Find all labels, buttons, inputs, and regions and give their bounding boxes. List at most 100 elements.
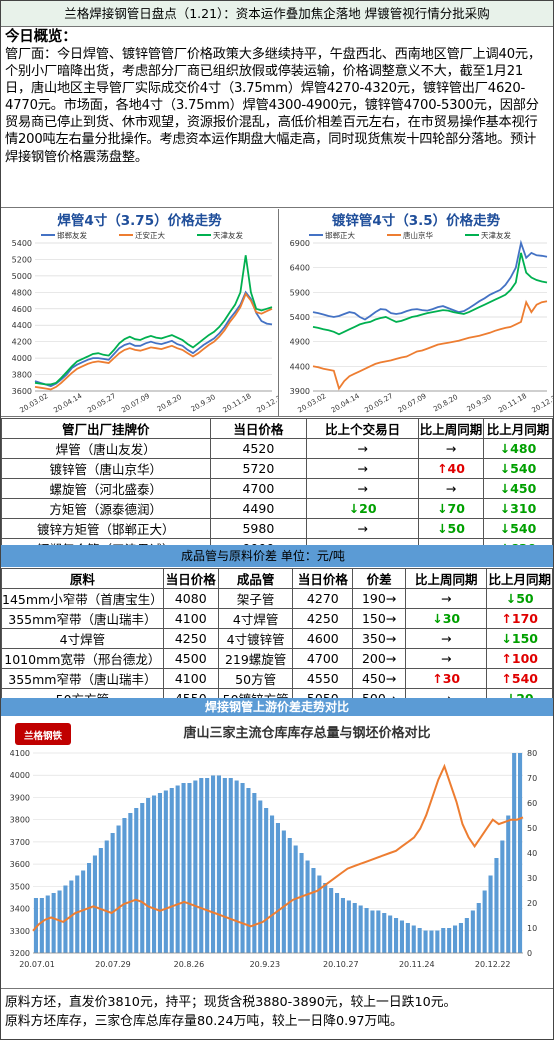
inventory-bar <box>370 910 375 953</box>
table-cell: 架子管 <box>217 588 294 609</box>
inventory-bar <box>246 788 251 953</box>
summary-text: 管厂面：今日焊管、镀锌管管厂价格政策大多继续持平，午盘西北、西南地区管厂上调40… <box>5 47 541 165</box>
y-tick-label: 3200 <box>10 949 30 958</box>
inventory-bar <box>394 918 399 953</box>
chart-title: 焊管4寸（3.75）价格走势 <box>57 212 222 229</box>
table-row: 方矩管（源泰德润） 4490 ↓20 ↓70 ↓310 <box>1 498 553 519</box>
inventory-bar <box>104 840 109 953</box>
table-cell: → <box>418 438 484 459</box>
y2-tick-label: 20 <box>527 899 537 908</box>
y-tick-label: 3600 <box>12 387 32 396</box>
y-tick-label: 3500 <box>10 882 30 891</box>
y-tick-label: 5200 <box>12 255 32 264</box>
x-tick-label: 20.12.22 <box>475 960 511 969</box>
inventory-bar <box>382 913 387 953</box>
y2-tick-label: 40 <box>527 849 537 858</box>
inventory-bar <box>33 898 38 953</box>
summary-section: 今日概览： 管厂面：今日焊管、镀锌管管厂价格政策大多继续持平，午盘西北、西南地区… <box>1 28 553 208</box>
inventory-bar <box>45 895 50 953</box>
table-cell: → <box>306 438 420 459</box>
inventory-bar <box>441 928 446 953</box>
inventory-bar <box>264 808 269 953</box>
galv-pipe-chart: 镀锌管4寸（3.5）价格走势 邯郸正大 唐山京华 天津友发 3900 4400 4900 54… <box>279 209 553 417</box>
table-row: 145mm小窄带（首唐宝生） 4080 架子管 4270 190→ → ↓50 <box>1 588 553 609</box>
inventory-bar <box>476 903 481 953</box>
x-tick-label: 20.05.27 <box>86 392 117 415</box>
inventory-bar <box>51 893 56 953</box>
inventory-bar <box>222 778 227 953</box>
footer-notes: 原料方坯，直发价3810元，持平；现货含税3880-3890元，较上一日跌10元… <box>1 988 553 1039</box>
y2-tick-label: 0 <box>527 949 532 958</box>
table-row: 焊管（唐山友发） 4520 → → ↓480 <box>1 438 553 459</box>
table-cell: ↓540 <box>483 458 553 479</box>
table1-header: 当日价格 <box>209 418 308 439</box>
inventory-bar <box>287 838 292 953</box>
inventory-bar <box>81 870 86 953</box>
inventory-bar <box>340 898 345 953</box>
inventory-bar <box>305 860 310 953</box>
inventory-bar <box>346 900 351 953</box>
table-cell: 4550 <box>292 668 354 689</box>
table-cell: 450→ <box>352 668 406 689</box>
table-cell: 4250 <box>162 628 219 649</box>
table-cell: 190→ <box>352 588 406 609</box>
x-tick-label: 20.11.18 <box>222 392 253 415</box>
y-tick-label: 4200 <box>12 338 32 347</box>
logo-text: 兰格钢铁 <box>24 730 63 742</box>
inventory-bar <box>352 903 357 953</box>
table2-header: 成品管 <box>217 568 294 589</box>
y-tick-label: 3600 <box>10 860 30 869</box>
chart-title: 镀锌管4寸（3.5）价格走势 <box>332 212 501 229</box>
table-cell: 350→ <box>352 628 406 649</box>
table-cell: 4寸焊管 <box>217 608 294 629</box>
table-cell: ↓50 <box>418 518 484 539</box>
y2-tick-label: 60 <box>527 799 537 808</box>
inventory-bar <box>122 818 127 953</box>
inventory-bar <box>411 925 416 953</box>
y-tick-label: 4000 <box>12 354 32 363</box>
y-tick-label: 6900 <box>290 239 310 248</box>
x-tick-label: 20.8.26 <box>174 960 205 969</box>
table-cell: ↓450 <box>483 478 553 499</box>
table-cell: → <box>404 628 488 649</box>
inventory-bar <box>358 905 363 953</box>
inventory-bar <box>323 883 328 953</box>
y-tick-label: 5900 <box>290 288 310 297</box>
inventory-bar <box>205 778 210 953</box>
x-tick-label: 20.9.30 <box>190 393 217 413</box>
y-tick-label: 5400 <box>12 239 32 248</box>
legend-label: 天津友发 <box>213 230 243 240</box>
x-tick-label: 20.07.09 <box>120 392 151 415</box>
y-tick-label: 3800 <box>10 816 30 825</box>
table-cell: 4600 <box>292 628 354 649</box>
inventory-bar <box>399 920 404 953</box>
table-cell: ↑30 <box>404 668 488 689</box>
y-tick-label: 3800 <box>12 371 32 380</box>
inventory-bar <box>98 848 103 953</box>
table2-header: 比上周同期 <box>404 568 488 589</box>
section3-title: 焊接钢管上游价差走势对比 <box>1 698 553 716</box>
y-tick-label: 4100 <box>10 749 30 758</box>
table-cell: 4520 <box>209 438 308 459</box>
factory-price-table: 管厂出厂挂牌价 当日价格 比上个交易日 比上周同期 比上月同期 焊管（唐山友发） 4520… <box>1 418 553 559</box>
series-line <box>312 252 548 336</box>
y-tick-label: 4400 <box>290 362 310 371</box>
inventory-bar <box>216 775 221 953</box>
table-cell: ↓50 <box>486 588 553 609</box>
table-cell: 螺旋管（河北盛泰） <box>1 478 211 499</box>
table-cell: 方矩管（源泰德润） <box>1 498 211 519</box>
inventory-bar <box>417 928 422 953</box>
inventory-bar <box>169 788 174 953</box>
table-cell: ↓540 <box>483 518 553 539</box>
table1-header: 管厂出厂挂牌价 <box>1 418 211 439</box>
table-cell: ↑40 <box>418 458 484 479</box>
inventory-bar <box>140 803 145 953</box>
inventory-bar <box>152 795 157 953</box>
table-cell: 5720 <box>209 458 308 479</box>
inventory-bar <box>228 778 233 953</box>
y-tick-label: 3700 <box>10 838 30 847</box>
inventory-bar <box>512 753 517 953</box>
table-cell: → <box>306 518 420 539</box>
table-cell: ↓480 <box>483 438 553 459</box>
y2-tick-label: 70 <box>527 774 537 783</box>
